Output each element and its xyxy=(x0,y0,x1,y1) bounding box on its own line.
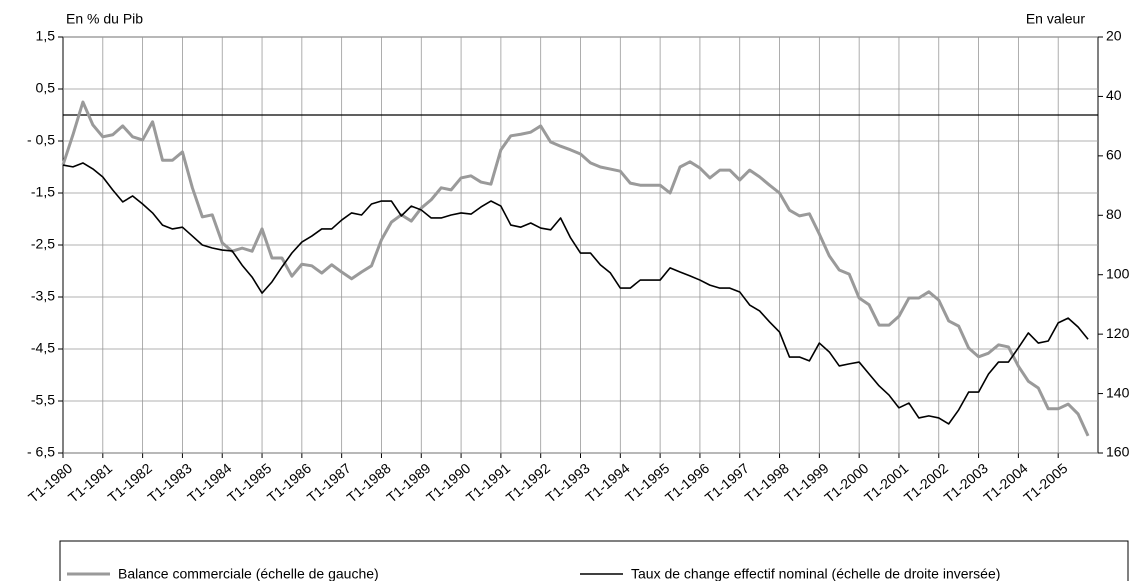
x-tick-label: T1-2002 xyxy=(901,460,951,506)
y2-tick-label: 40 xyxy=(1106,87,1122,103)
x-tick-label: T1-1990 xyxy=(423,460,473,506)
x-tick-label: T1-2000 xyxy=(821,460,871,506)
x-tick-label: T1-1987 xyxy=(304,460,354,506)
y-tick-label: -5,5 xyxy=(31,392,55,408)
x-tick-label: T1-1997 xyxy=(702,460,752,506)
x-tick-label: T1-2005 xyxy=(1020,460,1070,506)
y-tick-label: - 6,5 xyxy=(27,444,55,460)
x-tick-label: T1-1993 xyxy=(543,460,593,506)
x-tick-label: T1-1986 xyxy=(264,460,314,506)
x-tick-label: T1-1999 xyxy=(781,460,831,506)
y-tick-label: 1,5 xyxy=(36,28,56,44)
y-tick-label: - 0,5 xyxy=(27,132,55,148)
x-tick-label: T1-1998 xyxy=(742,460,792,506)
x-tick-label: T1-1996 xyxy=(662,460,712,506)
y-axis-label: En % du Pib xyxy=(66,11,143,27)
x-tick-label: T1-1994 xyxy=(582,460,632,506)
y2-tick-label: 20 xyxy=(1106,28,1122,44)
x-tick-label: T1-2003 xyxy=(941,460,991,506)
y2-tick-label: 60 xyxy=(1106,147,1122,163)
x-tick-label: T1-1983 xyxy=(144,460,194,506)
y2-tick-label: 120 xyxy=(1106,325,1130,341)
y-tick-label: -4,5 xyxy=(31,340,55,356)
x-tick-label: T1-2001 xyxy=(861,460,911,506)
x-tick-label: T1-1980 xyxy=(25,460,75,506)
y-tick-label: -1,5 xyxy=(31,184,55,200)
y-tick-label: -2,5 xyxy=(31,236,55,252)
series-line xyxy=(61,100,1090,437)
x-tick-label: T1-1988 xyxy=(344,460,394,506)
y2-tick-label: 100 xyxy=(1106,265,1130,281)
y-tick-label: 0,5 xyxy=(36,80,56,96)
x-tick-label: T1-1984 xyxy=(184,460,234,506)
x-tick-label: T1-1989 xyxy=(383,460,433,506)
y2-axis-label: En valeur xyxy=(1026,11,1085,27)
legend-label: Taux de change effectif nominal (échelle… xyxy=(631,566,1000,581)
legend-box xyxy=(59,540,1129,586)
series-line xyxy=(62,162,1089,425)
y2-tick-label: 80 xyxy=(1106,206,1122,222)
y2-tick-label: 160 xyxy=(1106,444,1130,460)
legend-label: Balance commerciale (échelle de gauche) xyxy=(118,566,379,581)
x-tick-label: T1-2004 xyxy=(980,460,1030,506)
x-tick-label: T1-1982 xyxy=(105,460,155,506)
x-tick-label: T1-1995 xyxy=(622,460,672,506)
x-tick-label: T1-1985 xyxy=(224,460,274,506)
x-tick-label: T1-1992 xyxy=(503,460,553,506)
x-tick-label: T1-1991 xyxy=(463,460,513,506)
y2-tick-label: 140 xyxy=(1106,384,1130,400)
x-tick-label: T1-1981 xyxy=(65,460,115,506)
y-tick-label: -3,5 xyxy=(31,288,55,304)
